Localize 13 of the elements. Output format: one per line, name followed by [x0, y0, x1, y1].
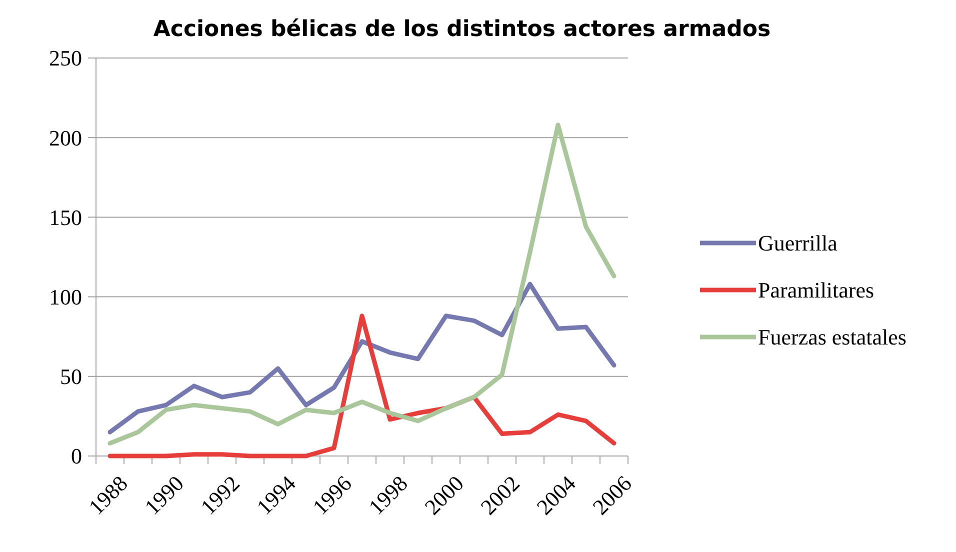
y-tick-label: 100: [49, 284, 82, 310]
chart-title: Acciones bélicas de los distintos actores armados: [153, 17, 771, 42]
line-series: [108, 314, 616, 458]
y-tick-label: 200: [49, 125, 82, 150]
line-series: [108, 122, 616, 446]
y-tick-label: 0: [71, 444, 82, 469]
line-series: [108, 282, 616, 434]
y-tick-label: 50: [60, 364, 82, 390]
y-tick-label: 250: [49, 46, 82, 71]
legend-label: Guerrilla: [758, 230, 838, 256]
legend-label: Paramilitares: [758, 278, 874, 303]
legend-label: Fuerzas estatales: [758, 324, 906, 350]
y-tick-label: 150: [49, 204, 82, 230]
